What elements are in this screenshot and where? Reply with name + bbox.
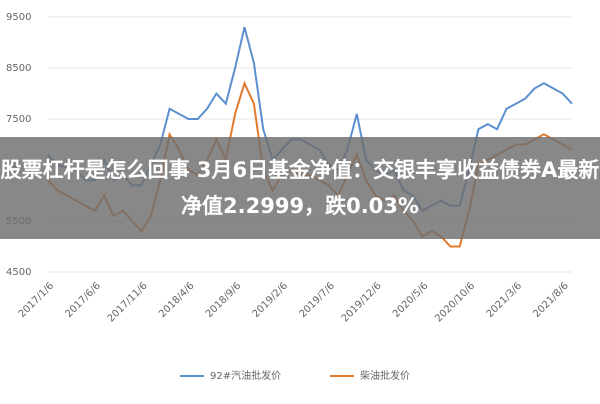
x-tick-label: 2021/3/6 <box>485 280 525 320</box>
x-tick-label: 2019/7/6 <box>297 280 337 320</box>
x-tick-label: 2017/11/6 <box>106 280 150 324</box>
x-tick-label: 2020/10/6 <box>433 280 477 324</box>
x-tick-label: 2017/1/6 <box>17 280 57 320</box>
x-tick-label: 2021/8/6 <box>531 280 571 320</box>
overlay-banner: 股票杠杆是怎么回事 3月6日基金净值：交银丰享收益债券A最新净值2.2999，跌… <box>0 137 600 239</box>
x-tick-label: 2018/4/6 <box>157 280 197 320</box>
x-tick-label: 2019/12/6 <box>340 280 384 324</box>
overlay-text: 股票杠杆是怎么回事 3月6日基金净值：交银丰享收益债券A最新净值2.2999，跌… <box>0 158 600 218</box>
y-tick-label: 4500 <box>6 267 31 278</box>
x-tick-label: 2019/2/6 <box>251 280 291 320</box>
x-tick-label: 2018/9/6 <box>204 280 244 320</box>
legend-label: 柴油批发价 <box>360 369 410 382</box>
x-tick-label: 2017/6/6 <box>63 280 103 320</box>
y-tick-label: 7500 <box>6 114 31 125</box>
y-tick-label: 8500 <box>6 63 31 74</box>
x-tick-label: 2020/5/6 <box>391 280 431 320</box>
legend-label: 92#汽油批发价 <box>210 369 281 382</box>
y-tick-label: 9500 <box>6 12 31 23</box>
